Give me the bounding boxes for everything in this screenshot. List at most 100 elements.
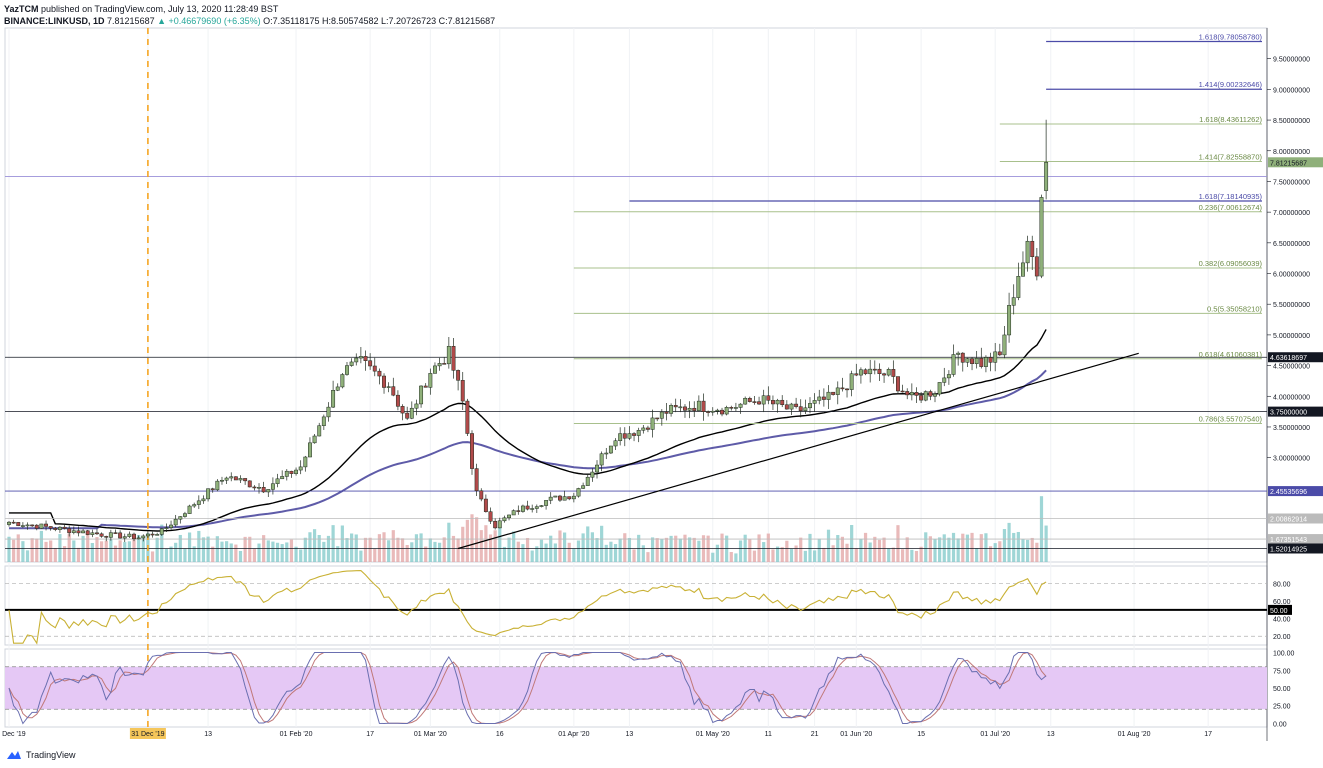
candle-body[interactable] [169,524,174,528]
candle-body[interactable] [507,514,511,519]
candle-body[interactable] [970,358,974,364]
candle-body[interactable] [11,521,16,524]
candle-body[interactable] [493,520,498,529]
candle-body[interactable] [215,480,220,491]
candle-body[interactable] [729,407,734,409]
candle-body[interactable] [798,406,803,411]
candle-body[interactable] [826,391,831,400]
candle-body[interactable] [289,470,294,474]
candle-body[interactable] [308,442,312,458]
candle-body[interactable] [479,490,484,500]
candle-body[interactable] [16,522,21,527]
candle-body[interactable] [854,373,859,376]
candle-body[interactable] [257,486,261,489]
candle-body[interactable] [340,374,345,388]
candle-body[interactable] [553,495,558,498]
candle-body[interactable] [229,476,234,479]
candle-body[interactable] [349,361,354,366]
candle-body[interactable] [835,387,840,395]
candle-body[interactable] [988,357,993,363]
candle-body[interactable] [525,505,530,510]
candle-body[interactable] [599,453,604,466]
candle-body[interactable] [474,468,479,491]
candle-body[interactable] [321,416,326,426]
candle-body[interactable] [664,411,669,414]
candle-body[interactable] [437,363,442,367]
candle-body[interactable] [608,445,613,454]
candle-body[interactable] [585,476,590,486]
candle-body[interactable] [530,508,535,510]
candle-body[interactable] [220,479,224,482]
candle-body[interactable] [821,396,826,400]
candle-body[interactable] [53,527,58,530]
candle-body[interactable] [840,387,845,390]
candle-body[interactable] [1039,197,1044,277]
candle-body[interactable] [771,400,775,405]
candle-body[interactable] [25,524,30,527]
candle-body[interactable] [1025,240,1030,264]
candle-body[interactable] [757,401,762,405]
candle-body[interactable] [354,357,359,363]
candle-body[interactable] [62,526,67,529]
candle-body[interactable] [331,390,336,408]
candle-body[interactable] [224,477,229,481]
candle-body[interactable] [261,486,266,493]
candle-body[interactable] [534,506,539,509]
candle-body[interactable] [1021,262,1025,277]
candle-body[interactable] [696,400,701,411]
candle-body[interactable] [882,373,887,376]
candle-body[interactable] [933,393,937,397]
candle-body[interactable] [789,403,794,410]
candle-body[interactable] [488,511,493,522]
candle-body[interactable] [946,374,951,379]
candle-body[interactable] [335,386,340,391]
candle-body[interactable] [548,496,553,501]
candle-body[interactable] [974,358,979,364]
candle-body[interactable] [155,534,160,536]
candle-body[interactable] [122,536,127,539]
candle-body[interactable] [659,411,664,419]
candle-body[interactable] [405,412,410,419]
candle-body[interactable] [923,391,928,401]
candle-body[interactable] [108,532,113,538]
candle-body[interactable] [877,368,882,374]
candle-body[interactable] [150,533,155,536]
candle-body[interactable] [298,466,303,471]
candle-body[interactable] [400,406,405,414]
candle-body[interactable] [470,433,474,469]
candle-body[interactable] [905,391,910,396]
candle-body[interactable] [919,395,924,401]
candle-body[interactable] [118,532,123,539]
candle-body[interactable] [752,401,757,403]
candle-body[interactable] [1016,276,1021,298]
candle-body[interactable] [868,368,873,375]
candle-body[interactable] [979,358,984,367]
candle-body[interactable] [516,510,521,512]
candle-body[interactable] [210,488,215,491]
candle-body[interactable] [891,369,896,377]
candle-body[interactable] [280,476,285,480]
candle-body[interactable] [645,427,650,430]
candle-body[interactable] [252,486,257,489]
candle-body[interactable] [849,373,854,390]
candle-body[interactable] [511,510,516,516]
candle-body[interactable] [993,351,998,363]
candle-body[interactable] [423,385,428,388]
candle-body[interactable] [803,407,808,411]
rsi-pane[interactable] [4,565,1268,646]
candle-body[interactable] [701,400,706,412]
candle-body[interactable] [391,386,396,396]
main-pane[interactable] [4,27,1268,563]
candle-body[interactable] [386,386,391,388]
candle-body[interactable] [669,405,674,414]
candle-body[interactable] [863,369,868,375]
publisher-name[interactable]: YazTCM [4,4,39,14]
candle-body[interactable] [48,526,53,529]
candle-body[interactable] [465,400,470,434]
candle-body[interactable] [76,530,81,534]
candle-body[interactable] [483,498,488,512]
trendline[interactable] [457,352,1139,550]
candle-body[interactable] [1030,240,1035,257]
candle-body[interactable] [900,390,905,393]
